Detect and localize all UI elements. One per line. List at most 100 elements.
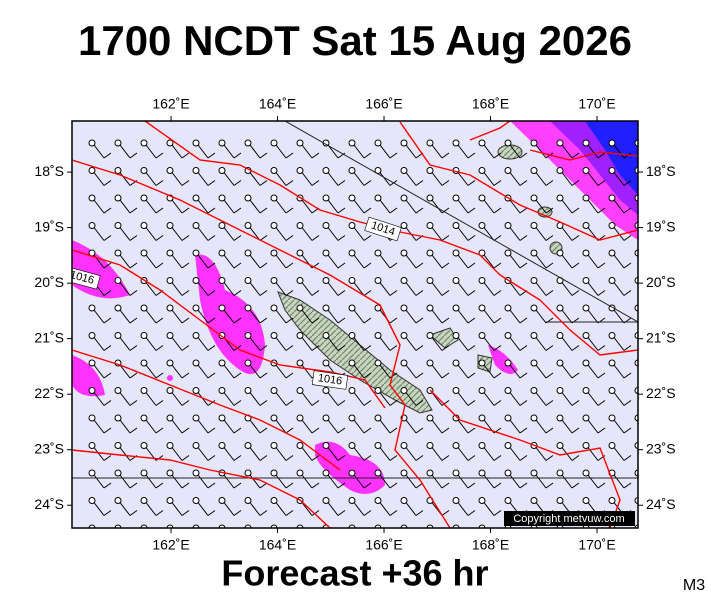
barb-station — [140, 359, 148, 367]
barb-flag — [650, 153, 657, 158]
barb-staff — [197, 199, 209, 214]
wind-barb — [322, 332, 346, 351]
barb-flag — [493, 482, 502, 489]
barb-station — [218, 359, 226, 367]
wind-barb — [400, 167, 424, 186]
barb-flag — [207, 345, 216, 351]
barb-staff — [535, 144, 547, 159]
barb-staff — [275, 337, 287, 351]
wind-barb — [556, 139, 580, 159]
barb-staff — [640, 310, 650, 323]
barb-staff — [431, 309, 443, 324]
wind-barb — [452, 249, 476, 269]
barb-flag — [233, 152, 242, 159]
forecast-label: Forecast +36 hr — [221, 553, 488, 594]
barb-flag — [207, 482, 216, 489]
wind-barb — [322, 414, 346, 434]
barb-staff — [457, 474, 469, 489]
barb-staff — [120, 530, 130, 543]
barb-station — [218, 442, 226, 449]
barb-staff — [223, 502, 235, 516]
wind-barb — [88, 167, 112, 186]
barb-station — [166, 139, 174, 147]
barb-flag — [337, 455, 346, 461]
barb-station — [192, 222, 200, 229]
lon-label: 164˚E — [259, 537, 296, 553]
wind-barb — [218, 194, 242, 214]
barb-staff — [379, 502, 391, 516]
barb-station — [608, 387, 616, 394]
barb-staff — [405, 364, 417, 379]
wind-barb — [244, 194, 268, 214]
barb-staff — [171, 227, 183, 241]
barb-flag — [103, 262, 112, 269]
wind-barb — [88, 469, 112, 489]
barb-station — [400, 194, 408, 202]
barb-station — [192, 469, 200, 477]
barb-staff — [327, 144, 339, 159]
barb-flag — [207, 152, 216, 159]
wind-barb — [608, 222, 632, 241]
barb-flag — [623, 427, 632, 434]
barb-station — [296, 469, 304, 477]
wind-barb — [348, 277, 372, 296]
barb-station — [270, 332, 278, 339]
barb-staff — [275, 419, 287, 434]
barb-station — [348, 442, 356, 449]
barb-staff — [171, 309, 183, 324]
barb-staff — [587, 364, 599, 379]
barb-flag — [571, 427, 580, 434]
wind-barb — [530, 249, 554, 269]
barb-station — [452, 497, 460, 504]
barb-flag — [467, 152, 476, 159]
barb-staff — [535, 337, 547, 351]
barb-staff — [301, 282, 313, 296]
barb-staff — [405, 337, 417, 351]
wind-barb — [478, 277, 502, 296]
barb-flag — [597, 290, 606, 296]
barb-station — [114, 497, 122, 504]
barb-flag — [337, 290, 346, 296]
barb-flag — [207, 180, 216, 186]
wind-barb — [244, 277, 268, 296]
barb-flag — [155, 510, 164, 516]
barb-staff — [587, 419, 599, 434]
wind-barb — [530, 414, 554, 434]
barb-staff — [145, 502, 157, 516]
barb-flag — [441, 235, 450, 241]
barb-station — [322, 194, 330, 202]
barb-flag — [181, 262, 190, 269]
barb-staff — [405, 309, 417, 324]
barb-flag — [181, 180, 190, 186]
barb-station — [530, 167, 538, 174]
lat-label: 19˚S — [646, 218, 676, 234]
wind-barb — [452, 194, 476, 214]
barb-staff — [327, 419, 339, 434]
barb-flag — [312, 538, 319, 543]
wind-barb — [296, 139, 320, 159]
barb-station — [504, 497, 512, 504]
barb-staff — [613, 172, 625, 186]
barb-station — [452, 387, 460, 394]
barb-flag — [623, 345, 632, 351]
wind-barb — [140, 359, 164, 379]
barb-station — [192, 359, 200, 367]
barb-station — [530, 497, 538, 504]
lat-label: 18˚S — [34, 163, 64, 179]
barb-staff — [353, 392, 365, 406]
barb-staff — [457, 199, 469, 214]
barb-station — [140, 139, 148, 147]
rain-area — [167, 375, 173, 381]
wind-barb — [166, 304, 190, 324]
barb-flag — [337, 510, 346, 516]
barb-staff — [562, 530, 572, 543]
barb-flag — [545, 345, 554, 351]
barb-flag — [571, 235, 580, 241]
wind-barb — [244, 304, 268, 324]
barb-flag — [416, 538, 423, 543]
barb-staff — [353, 309, 365, 324]
barb-staff — [535, 199, 547, 214]
barb-flag — [545, 207, 554, 214]
wind-barb — [88, 359, 112, 379]
barb-flag — [311, 400, 320, 406]
